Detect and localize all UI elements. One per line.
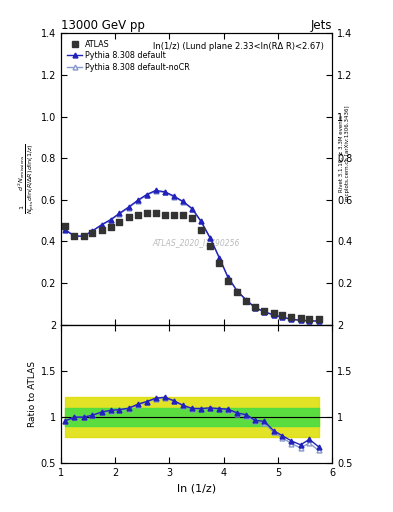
Text: mcplots.cern.ch [arXiv:1306.3436]: mcplots.cern.ch [arXiv:1306.3436]: [345, 106, 350, 201]
ATLAS: [143, 209, 150, 218]
ATLAS: [288, 313, 295, 322]
ATLAS: [225, 277, 231, 285]
Pythia 8.308 default: [262, 309, 266, 315]
Pythia 8.308 default-noCR: [81, 233, 86, 239]
Pythia 8.308 default: [72, 233, 77, 239]
Pythia 8.308 default: [198, 218, 203, 224]
Pythia 8.308 default: [63, 227, 68, 233]
ATLAS: [116, 218, 123, 226]
ATLAS: [62, 222, 68, 230]
Pythia 8.308 default: [99, 222, 104, 228]
Pythia 8.308 default: [108, 217, 113, 223]
Pythia 8.308 default-noCR: [226, 274, 230, 281]
Pythia 8.308 default-noCR: [316, 318, 321, 325]
Pythia 8.308 default: [289, 316, 294, 322]
ATLAS: [198, 226, 204, 234]
Pythia 8.308 default: [136, 197, 140, 203]
ATLAS: [89, 229, 95, 237]
Pythia 8.308 default: [144, 191, 149, 198]
ATLAS: [171, 211, 177, 220]
Pythia 8.308 default-noCR: [144, 192, 149, 198]
ATLAS: [189, 215, 195, 223]
Pythia 8.308 default-noCR: [262, 309, 266, 315]
Pythia 8.308 default: [117, 210, 122, 217]
Pythia 8.308 default: [81, 233, 86, 239]
X-axis label: ln (1/z): ln (1/z): [177, 484, 216, 494]
Pythia 8.308 default-noCR: [190, 206, 195, 212]
Pythia 8.308 default: [235, 288, 240, 294]
ATLAS: [162, 211, 168, 220]
Pythia 8.308 default-noCR: [271, 312, 276, 318]
Pythia 8.308 default: [280, 314, 285, 320]
Pythia 8.308 default: [153, 187, 158, 194]
Pythia 8.308 default: [271, 312, 276, 318]
Y-axis label: Ratio to ATLAS: Ratio to ATLAS: [28, 361, 37, 427]
Pythia 8.308 default-noCR: [126, 205, 131, 211]
Pythia 8.308 default: [163, 189, 167, 195]
Line: Pythia 8.308 default: Pythia 8.308 default: [63, 188, 321, 324]
ATLAS: [315, 315, 321, 324]
Pythia 8.308 default: [307, 317, 312, 324]
ATLAS: [306, 315, 312, 324]
ATLAS: [279, 311, 285, 319]
Pythia 8.308 default-noCR: [90, 228, 95, 234]
ATLAS: [216, 259, 222, 267]
Pythia 8.308 default: [181, 198, 185, 204]
Pythia 8.308 default-noCR: [298, 317, 303, 324]
ATLAS: [81, 232, 87, 240]
ATLAS: [298, 314, 304, 323]
ATLAS: [135, 211, 141, 220]
ATLAS: [152, 209, 159, 218]
Pythia 8.308 default-noCR: [117, 211, 122, 217]
ATLAS: [72, 232, 78, 240]
ATLAS: [180, 211, 186, 220]
Text: Rivet 3.1.10, ≥ 3.3M events: Rivet 3.1.10, ≥ 3.3M events: [339, 115, 344, 192]
Line: Pythia 8.308 default-noCR: Pythia 8.308 default-noCR: [63, 188, 321, 324]
Pythia 8.308 default: [217, 254, 222, 261]
Pythia 8.308 default: [316, 318, 321, 324]
Pythia 8.308 default-noCR: [63, 226, 68, 232]
Pythia 8.308 default: [171, 193, 176, 199]
ATLAS: [234, 288, 241, 296]
Pythia 8.308 default: [208, 234, 212, 241]
Pythia 8.308 default-noCR: [99, 222, 104, 228]
Pythia 8.308 default-noCR: [171, 194, 176, 200]
Text: ATLAS_2020_I1790256: ATLAS_2020_I1790256: [153, 239, 240, 247]
ATLAS: [98, 226, 105, 234]
Pythia 8.308 default-noCR: [198, 218, 203, 224]
Pythia 8.308 default-noCR: [72, 233, 77, 239]
Pythia 8.308 default: [226, 274, 230, 280]
Pythia 8.308 default: [90, 228, 95, 234]
Y-axis label: $\frac{1}{N_{\rm jets}}\frac{d^2N_{\rm emissions}}{d\ln(R/\Delta R)\,d\ln(1/z)}$: $\frac{1}{N_{\rm jets}}\frac{d^2N_{\rm e…: [16, 143, 37, 215]
Pythia 8.308 default-noCR: [181, 199, 185, 205]
ATLAS: [207, 242, 213, 250]
ATLAS: [270, 309, 277, 317]
ATLAS: [243, 296, 250, 305]
ATLAS: [252, 303, 258, 311]
Pythia 8.308 default: [244, 297, 249, 303]
Pythia 8.308 default-noCR: [217, 255, 222, 261]
Pythia 8.308 default: [298, 317, 303, 323]
Pythia 8.308 default-noCR: [253, 305, 257, 311]
Pythia 8.308 default-noCR: [280, 314, 285, 321]
Pythia 8.308 default: [126, 204, 131, 210]
Pythia 8.308 default-noCR: [208, 235, 212, 241]
Pythia 8.308 default-noCR: [136, 198, 140, 204]
Pythia 8.308 default-noCR: [153, 188, 158, 194]
Pythia 8.308 default: [190, 205, 195, 211]
ATLAS: [108, 223, 114, 231]
Pythia 8.308 default: [253, 305, 257, 311]
Pythia 8.308 default-noCR: [163, 189, 167, 196]
Pythia 8.308 default-noCR: [289, 316, 294, 323]
ATLAS: [261, 307, 267, 315]
Pythia 8.308 default-noCR: [307, 318, 312, 324]
Pythia 8.308 default-noCR: [244, 297, 249, 304]
Legend: ATLAS, Pythia 8.308 default, Pythia 8.308 default-noCR: ATLAS, Pythia 8.308 default, Pythia 8.30…: [65, 37, 192, 74]
Pythia 8.308 default-noCR: [108, 217, 113, 223]
ATLAS: [125, 214, 132, 222]
Text: 13000 GeV pp: 13000 GeV pp: [61, 19, 145, 32]
Pythia 8.308 default-noCR: [235, 288, 240, 294]
Text: Jets: Jets: [310, 19, 332, 32]
Text: ln(1/z) (Lund plane 2.33<ln(RΔ R)<2.67): ln(1/z) (Lund plane 2.33<ln(RΔ R)<2.67): [153, 42, 324, 51]
